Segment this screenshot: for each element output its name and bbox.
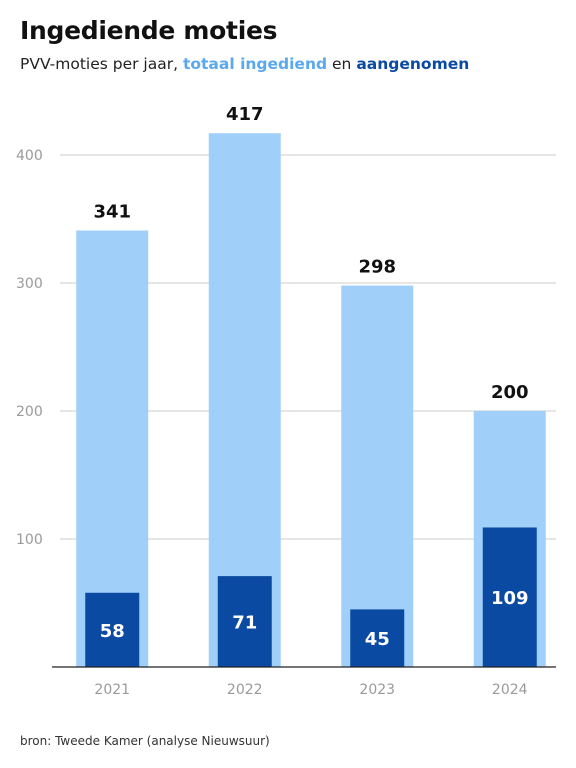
data-labels: 341 58 417 71 298 45 200 109 bbox=[93, 104, 528, 650]
data-label-total: 341 bbox=[93, 202, 131, 223]
subtitle-prefix: PVV-moties per jaar, bbox=[20, 55, 179, 73]
data-label-total: 298 bbox=[358, 257, 396, 278]
bar-accepted bbox=[350, 609, 405, 667]
x-tick-label: 2024 bbox=[492, 682, 528, 698]
bars bbox=[76, 133, 546, 668]
bar-accepted bbox=[217, 576, 272, 667]
y-tick-label: 400 bbox=[16, 148, 43, 164]
chart-subtitle: PVV-moties per jaar, totaal ingediend en… bbox=[20, 55, 469, 73]
data-label-accepted: 109 bbox=[491, 588, 529, 609]
x-tick-label: 2021 bbox=[94, 682, 130, 698]
data-label-total: 417 bbox=[226, 104, 264, 125]
data-label-accepted: 71 bbox=[232, 613, 257, 634]
y-axis-ticks: 100 200 300 400 bbox=[16, 148, 43, 548]
x-tick-label: 2022 bbox=[227, 682, 263, 698]
bar-total bbox=[341, 285, 414, 667]
subtitle-connector: en bbox=[332, 55, 352, 73]
x-tick-label: 2023 bbox=[359, 682, 395, 698]
bar-accepted bbox=[482, 527, 537, 667]
x-axis-ticks: 2021 2022 2023 2024 bbox=[94, 682, 527, 698]
y-tick-label: 200 bbox=[16, 404, 43, 420]
legend-total-label: totaal ingediend bbox=[182, 55, 328, 73]
data-label-accepted: 45 bbox=[365, 629, 390, 650]
y-tick-label: 100 bbox=[16, 532, 43, 548]
legend-accepted-label: aangenomen bbox=[356, 55, 470, 73]
bar-accepted bbox=[85, 592, 140, 667]
y-tick-label: 300 bbox=[16, 276, 43, 292]
chart-title: Ingediende moties bbox=[20, 16, 278, 45]
source-note: bron: Tweede Kamer (analyse Nieuwsuur) bbox=[20, 734, 270, 748]
data-label-total: 200 bbox=[491, 382, 529, 403]
data-label-accepted: 58 bbox=[100, 621, 125, 642]
